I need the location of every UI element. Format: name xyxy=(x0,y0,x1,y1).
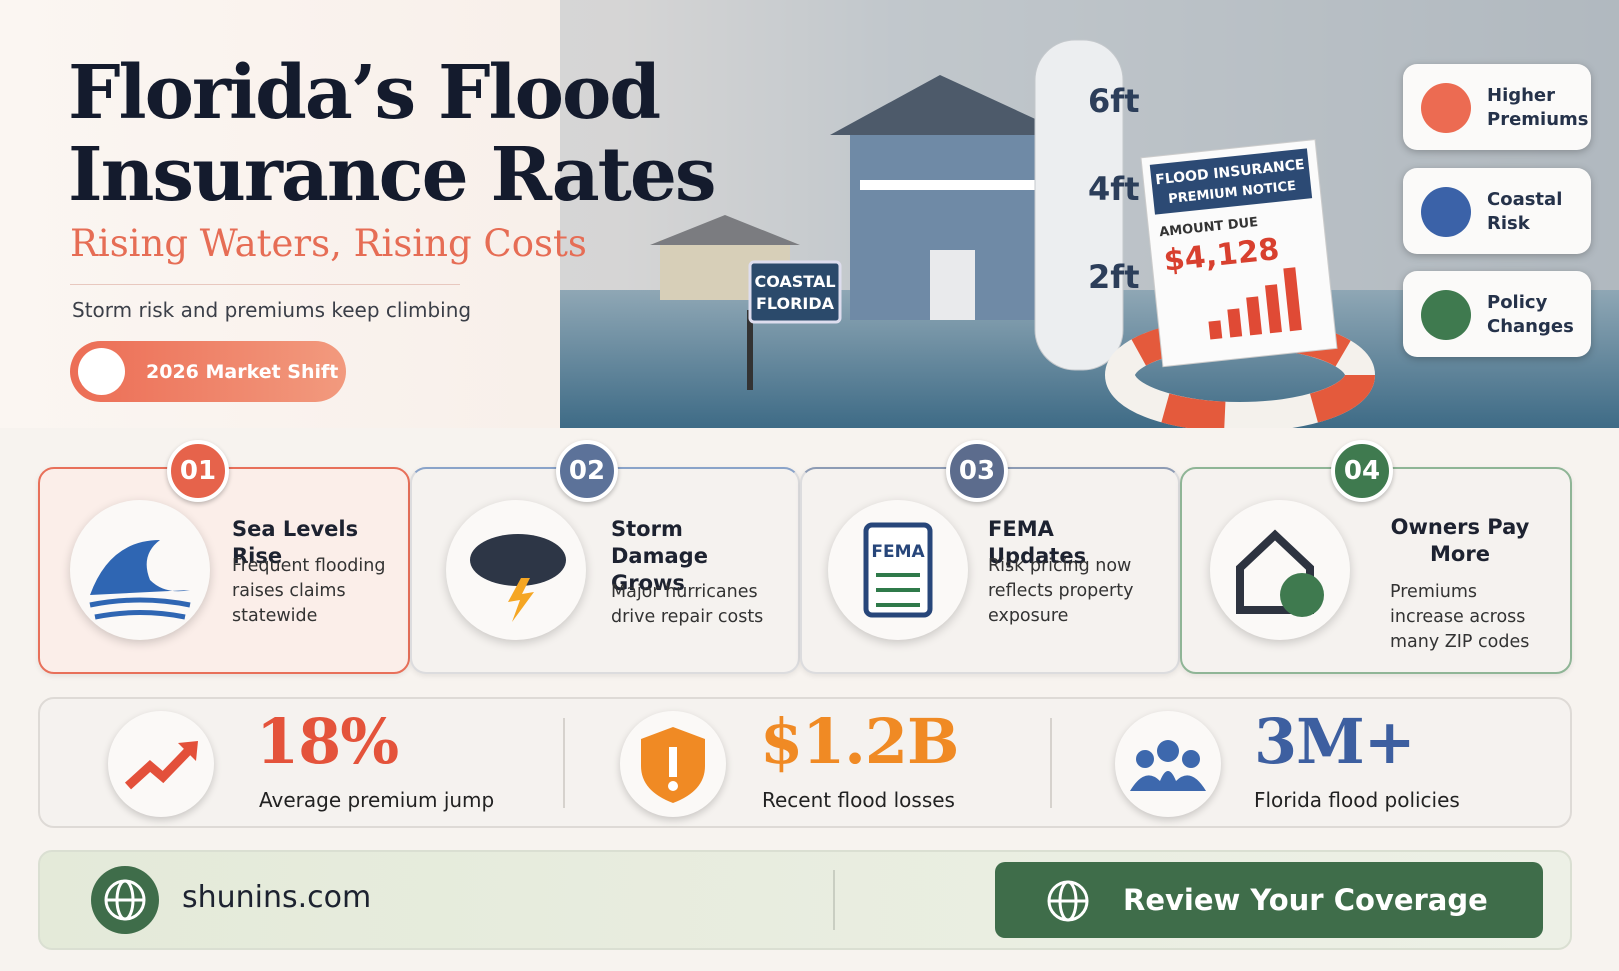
step-icon: FEMA xyxy=(828,500,968,640)
step-title: Storm Damage Grows xyxy=(611,517,708,595)
button-globe xyxy=(1047,880,1089,922)
notice: FLOOD INSURANCE PREMIUM NOTICE AMOUNT DU… xyxy=(1140,138,1338,368)
tag-icon xyxy=(1421,290,1471,340)
storm-icon xyxy=(470,534,566,622)
side-tag: Higher Premiums xyxy=(1403,64,1591,150)
website-link[interactable]: shunins.com xyxy=(182,880,372,915)
title: Florida’s Flood xyxy=(68,50,661,136)
step-number: 03 xyxy=(946,440,1008,502)
gauge-mark: 2ft xyxy=(1088,258,1139,296)
tag-text: Coastal xyxy=(1487,189,1563,210)
divider xyxy=(1050,718,1052,808)
button-text: Review Your Coverage xyxy=(1123,883,1488,917)
hero: 6ft 4ft 2ft COASTAL FLORIDA FLOOD INSURA… xyxy=(0,0,1619,428)
tag-icon xyxy=(1421,187,1471,237)
house-icon xyxy=(1236,529,1324,617)
side-tag: Coastal Risk xyxy=(1403,168,1591,254)
stat-label: Florida flood policies xyxy=(1254,788,1460,812)
step-title: Sea Levels Rise xyxy=(232,517,359,568)
globe xyxy=(104,879,146,921)
step-number: 02 xyxy=(556,440,618,502)
step-text: Major hurricanes drive repair costs xyxy=(611,582,764,627)
sign-text: FLORIDA xyxy=(756,294,835,313)
stat-label: Average premium jump xyxy=(259,788,495,812)
trend-icon xyxy=(124,741,198,790)
divider xyxy=(563,718,565,808)
step-icon xyxy=(70,500,210,640)
wave-icon xyxy=(89,540,191,620)
stat-label: Recent flood losses xyxy=(762,788,955,812)
clipboard-icon: FEMA xyxy=(863,522,933,618)
stat-value: $1.2B xyxy=(760,705,959,778)
stat-icon xyxy=(108,711,214,817)
tag-text: Higher xyxy=(1487,85,1556,106)
step-icon xyxy=(1210,500,1350,640)
tag-text: Changes xyxy=(1487,316,1574,337)
sign: COASTAL FLORIDA xyxy=(747,260,842,390)
title: Insurance Rates xyxy=(68,132,717,218)
gauge-mark: 6ft xyxy=(1088,82,1139,120)
step-number: 01 xyxy=(167,440,229,502)
icon-label: FEMA xyxy=(871,542,925,562)
stat-value: 3M+ xyxy=(1254,705,1416,778)
tagline: Storm risk and premiums keep climbing xyxy=(72,298,472,322)
tag-icon xyxy=(1421,83,1471,133)
step-title: FEMA Updates xyxy=(988,517,1087,568)
house xyxy=(650,75,1070,320)
step-title: Owners Pay More xyxy=(1390,515,1530,566)
tag-text: Premiums xyxy=(1487,109,1589,130)
subtitle: Rising Waters, Rising Costs xyxy=(70,222,587,265)
tag-text: Policy xyxy=(1487,292,1548,313)
badge-text: 2026 Market Shift xyxy=(146,360,339,383)
people-icon xyxy=(1130,740,1206,791)
globe-icon xyxy=(91,866,159,934)
step-text: Frequent flooding raises claims statewid… xyxy=(232,556,386,626)
step-text: Premiums increase across many ZIP codes xyxy=(1390,582,1530,652)
rule xyxy=(70,284,460,285)
step-number: 04 xyxy=(1331,440,1393,502)
stats-panel xyxy=(38,697,1572,828)
sign-text: COASTAL xyxy=(754,272,835,291)
divider xyxy=(833,870,835,930)
gauge: 6ft 4ft 2ft xyxy=(1034,39,1139,371)
step-icon xyxy=(446,500,586,640)
badge: 2026 Market Shift xyxy=(70,341,346,402)
step-text: Risk pricing now reflects property expos… xyxy=(988,556,1134,626)
stat-value: 18% xyxy=(256,705,399,778)
stat-icon xyxy=(1115,711,1221,817)
cta-button[interactable]: Review Your Coverage xyxy=(995,862,1543,938)
gauge-mark: 4ft xyxy=(1088,170,1139,208)
tag-text: Risk xyxy=(1487,213,1530,234)
side-tag: Policy Changes xyxy=(1403,271,1591,357)
stat-icon xyxy=(620,711,726,817)
shield-icon xyxy=(641,727,705,803)
badge-icon xyxy=(78,348,125,395)
